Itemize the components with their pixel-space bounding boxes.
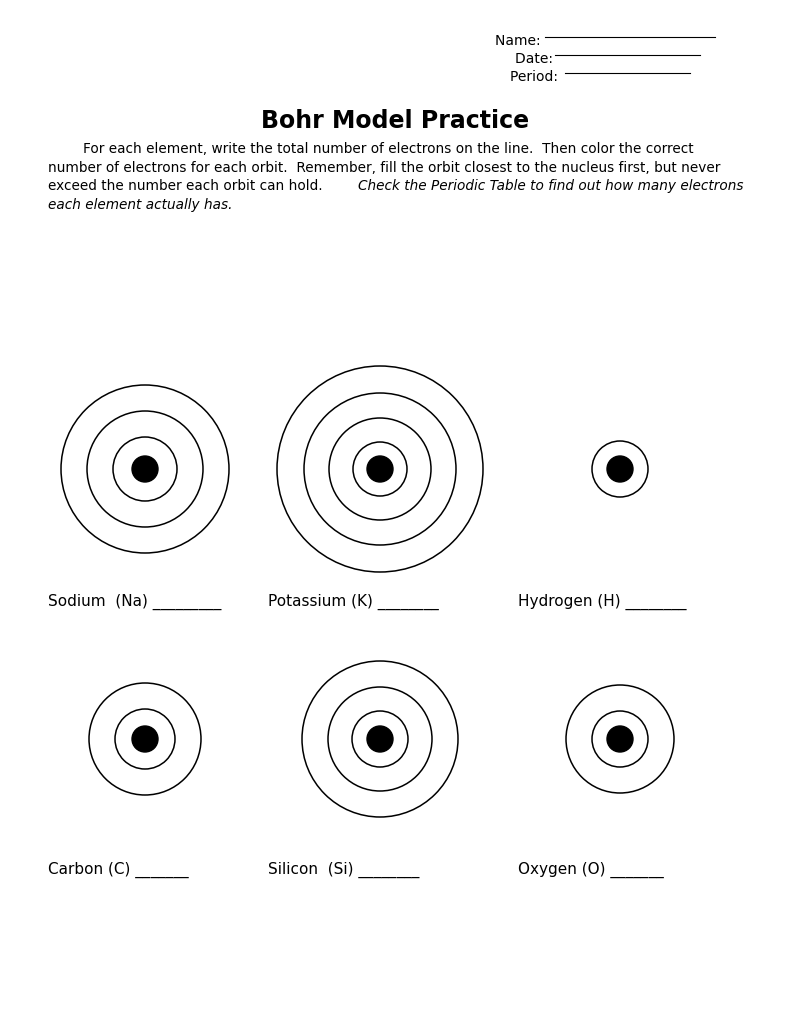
Text: Carbon (C) _______: Carbon (C) _______ bbox=[48, 862, 188, 879]
Text: each element actually has.: each element actually has. bbox=[48, 198, 233, 212]
Circle shape bbox=[607, 456, 633, 482]
Text: Sodium  (Na) _________: Sodium (Na) _________ bbox=[48, 594, 221, 610]
Text: Name:: Name: bbox=[495, 34, 545, 48]
Text: Period:: Period: bbox=[510, 70, 562, 84]
Text: Hydrogen (H) ________: Hydrogen (H) ________ bbox=[518, 594, 687, 610]
Text: For each element, write the total number of electrons on the line.  Then color t: For each element, write the total number… bbox=[48, 142, 694, 156]
Circle shape bbox=[132, 726, 158, 752]
Text: number of electrons for each orbit.  Remember, fill the orbit closest to the nuc: number of electrons for each orbit. Reme… bbox=[48, 161, 721, 174]
Text: Oxygen (O) _______: Oxygen (O) _______ bbox=[518, 862, 664, 879]
Text: Date:: Date: bbox=[515, 52, 558, 66]
Text: Potassium (K) ________: Potassium (K) ________ bbox=[268, 594, 439, 610]
Text: Bohr Model Practice: Bohr Model Practice bbox=[262, 109, 529, 133]
Text: Silicon  (Si) ________: Silicon (Si) ________ bbox=[268, 862, 419, 879]
Circle shape bbox=[367, 456, 393, 482]
Circle shape bbox=[367, 726, 393, 752]
Text: Check the Periodic Table to find out how many electrons: Check the Periodic Table to find out how… bbox=[358, 179, 744, 193]
Circle shape bbox=[132, 456, 158, 482]
Text: exceed the number each orbit can hold.: exceed the number each orbit can hold. bbox=[48, 179, 331, 193]
Circle shape bbox=[607, 726, 633, 752]
